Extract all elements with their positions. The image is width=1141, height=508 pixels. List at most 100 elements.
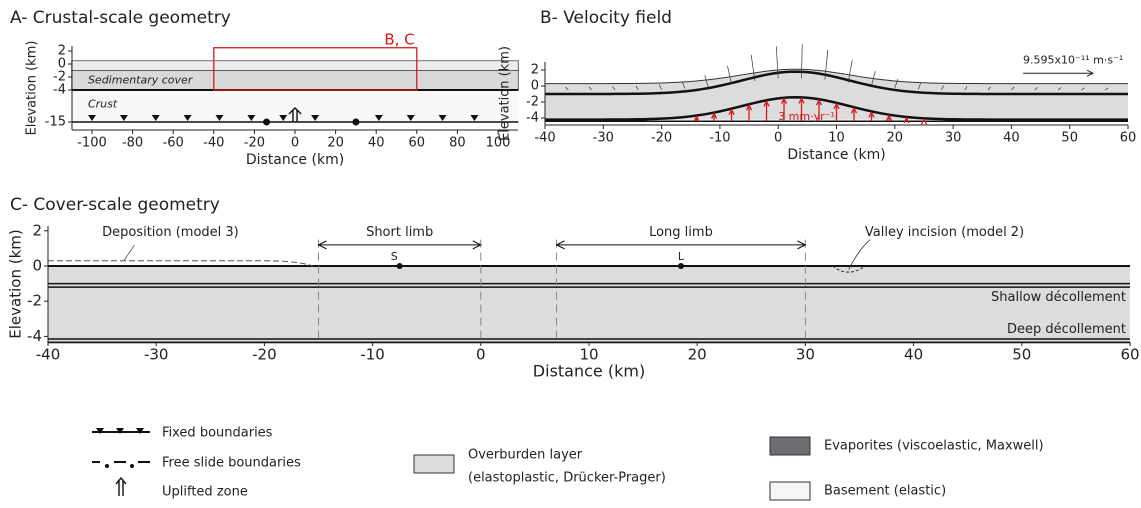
- x-tick-label: -10: [360, 346, 385, 364]
- annotation: S: [391, 250, 398, 263]
- shape: [824, 49, 829, 80]
- legend-label: Uplifted zone: [162, 485, 248, 500]
- x-tick-label: -20: [651, 131, 672, 146]
- legend: Fixed boundaries Free slide boundaries U…: [92, 426, 1044, 501]
- x-tick-label: 0: [774, 131, 782, 146]
- shape: [801, 44, 803, 79]
- x-tick-label: -60: [163, 136, 184, 151]
- legend-label: Evaporites (viscoelastic, Maxwell): [824, 439, 1044, 454]
- y-tick-label: -4: [53, 83, 66, 98]
- x-tick-label: -30: [144, 346, 169, 364]
- shape: [871, 70, 876, 86]
- shape: [763, 99, 770, 122]
- shape: [941, 85, 945, 90]
- shape: [88, 115, 479, 121]
- shape: [1104, 87, 1109, 91]
- shape: [1011, 86, 1015, 91]
- point: [352, 118, 360, 126]
- shape: [750, 54, 756, 82]
- shape: [832, 265, 866, 273]
- panel-title: B- Velocity field: [540, 8, 672, 28]
- annotation: Crust: [88, 98, 118, 111]
- annotation: L: [678, 250, 685, 263]
- legend-label: (elastoplastic, Drücker-Prager): [468, 471, 666, 486]
- x-tick-label: -40: [534, 131, 555, 146]
- x-tick-label: -80: [122, 136, 143, 151]
- legend-label: Free slide boundaries: [162, 456, 301, 471]
- x-tick-label: 20: [688, 346, 707, 364]
- x-tick-label: 40: [1003, 131, 1020, 146]
- annotation: 3 mm·yr⁻¹: [778, 110, 835, 123]
- annotation: Long limb: [649, 225, 713, 240]
- x-tick-label: 10: [579, 346, 598, 364]
- annotation: Deposition (model 3): [102, 225, 239, 240]
- x-tick-label: 60: [1120, 131, 1137, 146]
- y-tick-label: 2: [32, 221, 42, 239]
- shape: [833, 102, 840, 122]
- shape: [987, 86, 991, 91]
- y-tick-label: 0: [32, 257, 42, 275]
- x-tick-label: 0: [291, 136, 299, 151]
- shape: [964, 86, 968, 91]
- shape: [48, 260, 314, 267]
- shape: [868, 110, 875, 122]
- shape: [635, 85, 639, 91]
- shape: [544, 68, 1128, 85]
- shape: [847, 60, 853, 83]
- x-tick-label: 40: [904, 346, 923, 364]
- shape: [693, 115, 700, 122]
- shape: [288, 107, 302, 122]
- shape: [850, 106, 858, 122]
- shape: [780, 97, 788, 122]
- shape: [775, 46, 779, 79]
- y-tick-label: -4: [27, 327, 42, 345]
- shape: [894, 78, 899, 88]
- shape: [920, 117, 928, 125]
- annotation: Sedimentary cover: [88, 73, 194, 86]
- x-tick-label: 30: [796, 346, 815, 364]
- shape: [710, 112, 718, 122]
- point: [263, 118, 271, 126]
- shape: [123, 244, 135, 261]
- shape: [71, 60, 519, 71]
- shape: [555, 240, 807, 250]
- region-box: [213, 47, 418, 91]
- shape: [1034, 87, 1038, 91]
- x-tick-label: 20: [327, 136, 344, 151]
- shape: [798, 96, 805, 122]
- x-tick-label: 60: [409, 136, 426, 151]
- point: [677, 263, 684, 269]
- panel-title: C- Cover-scale geometry: [10, 195, 220, 215]
- y-tick-label: -2: [53, 70, 66, 85]
- y-tick-label: -15: [45, 115, 66, 130]
- x-tick-label: -40: [36, 346, 61, 364]
- x-tick-label: -10: [709, 131, 730, 146]
- shape: [317, 240, 482, 250]
- x-axis-label: Distance (km): [533, 362, 645, 381]
- shape: [71, 90, 519, 122]
- x-tick-label: -100: [77, 136, 107, 151]
- shape: [848, 239, 871, 270]
- x-tick-label: 50: [1012, 346, 1031, 364]
- shape: [1081, 87, 1085, 91]
- y-tick-label: -4: [526, 111, 539, 126]
- y-axis-label: Elevation (km): [25, 41, 40, 136]
- x-tick-label: 80: [449, 136, 466, 151]
- y-tick-label: -2: [526, 95, 539, 110]
- y-tick-label: 0: [58, 57, 66, 72]
- annotation: Valley incision (model 2): [865, 225, 1024, 240]
- legend-label: Fixed boundaries: [162, 426, 273, 441]
- shape: [48, 282, 1130, 288]
- x-tick-label: 60: [1120, 346, 1139, 364]
- shape: [745, 103, 753, 122]
- y-tick-label: 2: [58, 44, 66, 59]
- y-tick-label: 2: [531, 63, 539, 78]
- x-tick-label: -20: [252, 346, 277, 364]
- shape: [612, 86, 616, 91]
- x-tick-label: -40: [203, 136, 224, 151]
- point: [396, 263, 403, 269]
- shape: [681, 81, 686, 89]
- annotation: Shallow décollement: [991, 290, 1126, 305]
- y-tick-label: 0: [531, 79, 539, 94]
